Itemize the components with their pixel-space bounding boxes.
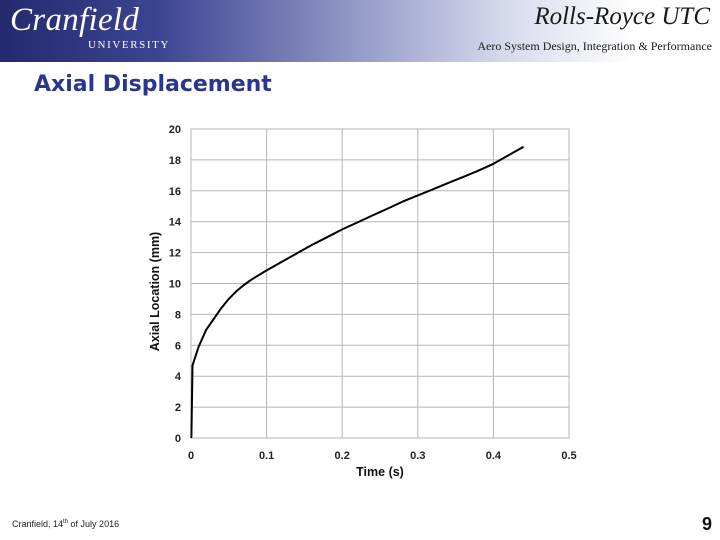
x-tick-label: 0 (188, 450, 194, 462)
cranfield-logo-subtext: UNIVERSITY (88, 39, 170, 51)
x-tick-label: 0.4 (486, 450, 502, 462)
page-number: 9 (701, 514, 712, 534)
y-tick-label: 18 (169, 155, 181, 167)
footer-date-rest: of July 2016 (68, 519, 120, 529)
x-tick-label: 0.1 (259, 450, 274, 462)
cranfield-logo-text: Cranfield (10, 2, 140, 38)
y-tick-label: 4 (175, 371, 182, 383)
y-tick-label: 14 (169, 217, 182, 229)
series-line (190, 145, 525, 439)
x-tick-label: 0.2 (335, 450, 350, 462)
y-tick-label: 12 (169, 248, 181, 260)
footer-date-prefix: Cranfield, 14 (12, 519, 64, 529)
utc-title: Rolls-Royce UTC (534, 3, 710, 30)
x-axis-label: Time (s) (356, 465, 404, 479)
y-tick-label: 8 (175, 309, 181, 321)
utc-subtitle: Aero System Design, Integration & Perfor… (477, 39, 712, 53)
y-axis-label: Axial Location (mm) (148, 232, 162, 351)
header-banner: Cranfield UNIVERSITY Rolls-Royce UTC Aer… (0, 0, 720, 62)
y-tick-label: 6 (175, 340, 181, 352)
footer-date-suffix: th (63, 519, 69, 525)
footer-text: Cranfield, 14th of July 2016 (12, 519, 119, 529)
y-tick-label: 0 (175, 433, 181, 445)
y-tick-label: 2 (175, 402, 181, 414)
y-tick-label: 16 (169, 186, 181, 198)
x-tick-label: 0.5 (561, 450, 576, 462)
slide-title: Axial Displacement (34, 72, 272, 97)
y-tick-label: 20 (169, 124, 181, 136)
y-tick-label: 10 (169, 279, 181, 291)
x-tick-label: 0.3 (410, 450, 425, 462)
